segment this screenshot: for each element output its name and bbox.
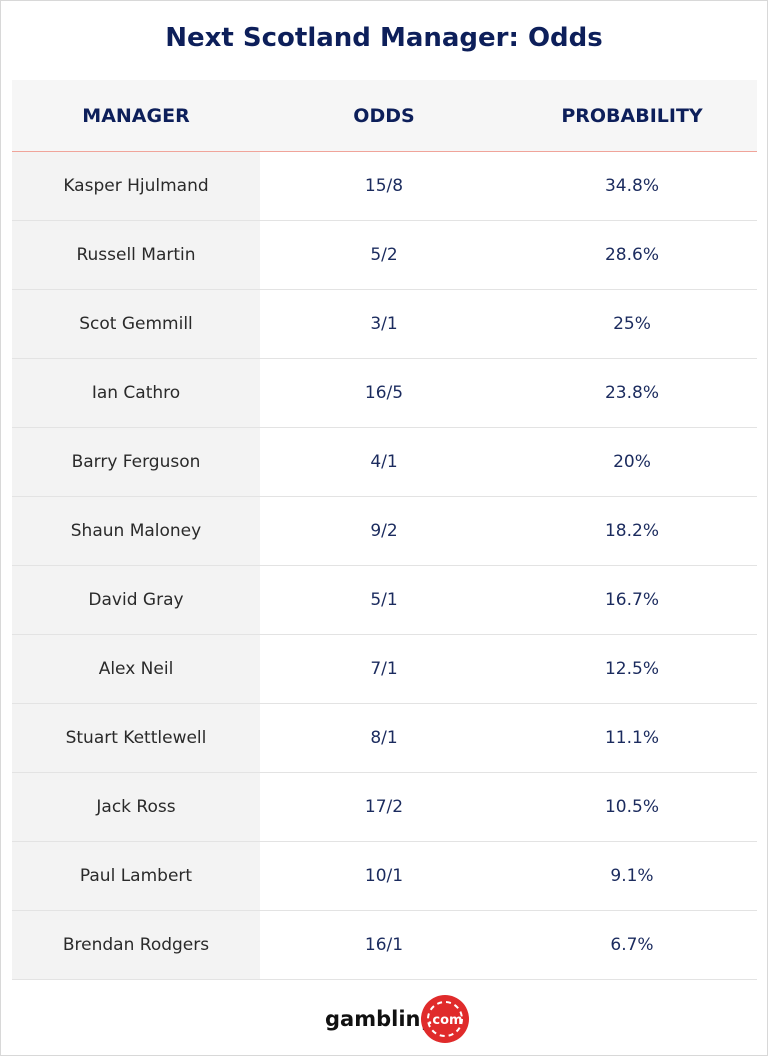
table-row: Ian Cathro 16/5 23.8% [12, 359, 757, 428]
table-row: Brendan Rodgers 16/1 6.7% [12, 911, 757, 980]
logo-suffix: .com [427, 1013, 462, 1028]
table-cell: 5/2 [370, 245, 398, 265]
table-cell: 11.1% [604, 728, 659, 748]
table-cell: 15/8 [364, 176, 404, 196]
table-cell: Brendan Rodgers [12, 911, 260, 979]
table-cell: 12.5% [604, 659, 659, 679]
table-row: Kasper Hjulmand 15/8 34.8% [12, 152, 757, 221]
table: MANAGER ODDS PROBABILITY Kasper Hjulmand 15/… [12, 80, 757, 980]
table-cell: Scot Gemmill [12, 290, 260, 358]
table-cell: David Gray [12, 566, 260, 634]
table-cell: 3/1 [370, 314, 398, 334]
table-cell: Ian Cathro [12, 359, 260, 427]
table-cell: 16.7% [604, 590, 659, 610]
table-cell: 5/1 [370, 590, 398, 610]
table-cell: 4/1 [370, 452, 398, 472]
table-cell: Kasper Hjulmand [12, 152, 260, 220]
table-cell: 7/1 [370, 659, 398, 679]
logo: gambling .com [325, 995, 469, 1043]
logo-chip-ring [427, 1001, 463, 1037]
title: Next Scotland Manager: Odds [165, 23, 603, 53]
logo-text: gambling [325, 1007, 436, 1031]
column-header: ODDS [353, 104, 415, 127]
table-cell: Alex Neil [12, 635, 260, 703]
table-cell: 28.6% [604, 245, 659, 265]
table-row: Stuart Kettlewell 8/1 11.1% [12, 704, 757, 773]
table-cell: 16/5 [364, 383, 404, 403]
table-row: Alex Neil 7/1 12.5% [12, 635, 757, 704]
table-cell: 34.8% [604, 176, 659, 196]
table-row: Scot Gemmill 3/1 25% [12, 290, 757, 359]
table-row: Barry Ferguson 4/1 20% [12, 428, 757, 497]
table-cell: Paul Lambert [12, 842, 260, 910]
table-cell: 9.1% [610, 866, 654, 886]
table-cell: 18.2% [604, 521, 659, 541]
header-row: MANAGER ODDS PROBABILITY [12, 80, 757, 152]
table-cell: 25% [613, 314, 651, 334]
table-cell: 9/2 [370, 521, 398, 541]
column-header: MANAGER [82, 104, 190, 127]
table-row: David Gray 5/1 16.7% [12, 566, 757, 635]
table-cell: 23.8% [604, 383, 659, 403]
table-cell: 6.7% [610, 935, 654, 955]
table-cell: 17/2 [364, 797, 404, 817]
table-cell: Jack Ross [12, 773, 260, 841]
table-cell: 10/1 [364, 866, 404, 886]
table-cell: Shaun Maloney [12, 497, 260, 565]
table-cell: Stuart Kettlewell [12, 704, 260, 772]
table-row: Shaun Maloney 9/2 18.2% [12, 497, 757, 566]
table-row: Jack Ross 17/2 10.5% [12, 773, 757, 842]
table-row: Russell Martin 5/2 28.6% [12, 221, 757, 290]
table-cell: Barry Ferguson [12, 428, 260, 496]
table-cell: 16/1 [364, 935, 404, 955]
table-cell: 8/1 [370, 728, 398, 748]
table-cell: 10.5% [604, 797, 659, 817]
column-header: PROBABILITY [561, 104, 703, 127]
table-cell: Russell Martin [12, 221, 260, 289]
table-cell: 20% [613, 452, 651, 472]
table-row: Paul Lambert 10/1 9.1% [12, 842, 757, 911]
